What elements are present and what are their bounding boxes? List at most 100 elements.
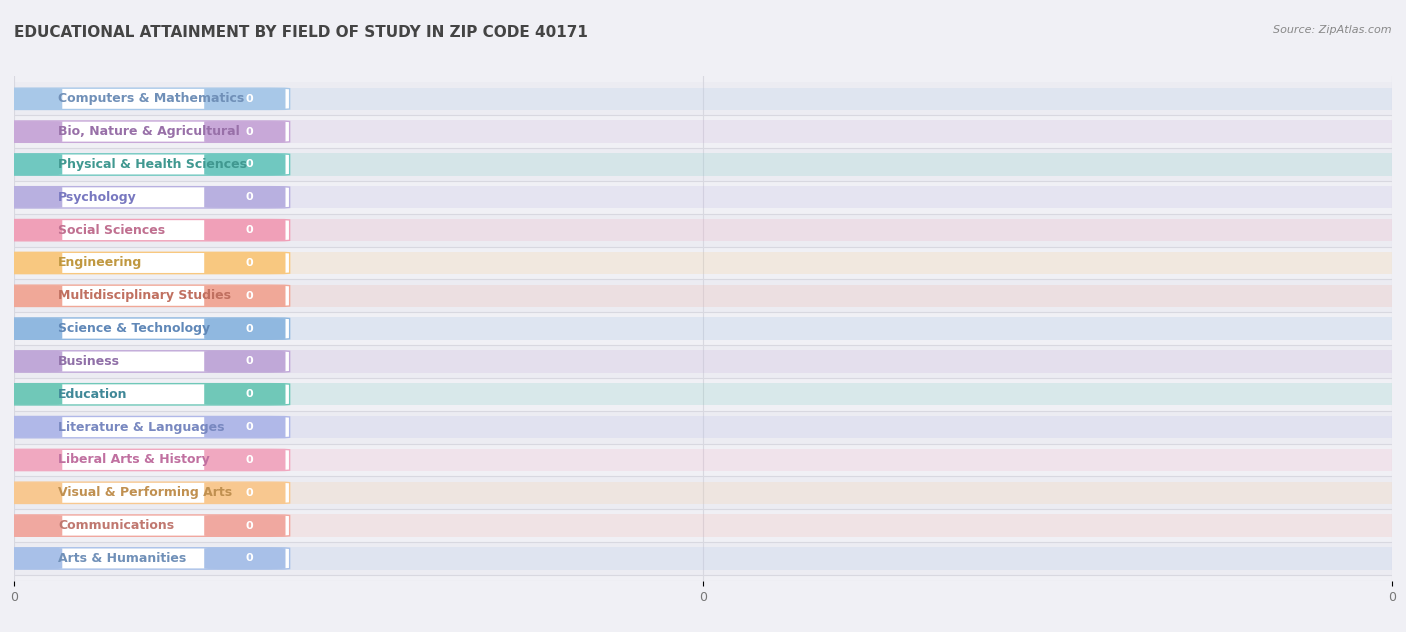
FancyBboxPatch shape xyxy=(204,351,285,372)
Text: 0: 0 xyxy=(245,94,253,104)
Text: 0: 0 xyxy=(245,324,253,334)
FancyBboxPatch shape xyxy=(4,219,62,241)
Bar xyxy=(14,284,1392,307)
FancyBboxPatch shape xyxy=(0,482,290,504)
FancyBboxPatch shape xyxy=(4,121,62,142)
Bar xyxy=(14,482,1392,504)
FancyBboxPatch shape xyxy=(4,548,62,569)
Bar xyxy=(14,279,1392,312)
Text: Psychology: Psychology xyxy=(58,191,136,204)
Text: Bio, Nature & Agricultural: Bio, Nature & Agricultural xyxy=(58,125,240,138)
Bar xyxy=(14,509,1392,542)
Text: 0: 0 xyxy=(245,554,253,564)
FancyBboxPatch shape xyxy=(0,384,290,405)
Bar xyxy=(14,449,1392,471)
FancyBboxPatch shape xyxy=(4,384,62,405)
Text: 0: 0 xyxy=(245,126,253,137)
Bar xyxy=(14,186,1392,209)
Bar xyxy=(14,88,1392,110)
Bar xyxy=(14,350,1392,373)
FancyBboxPatch shape xyxy=(4,416,62,438)
FancyBboxPatch shape xyxy=(0,548,290,569)
FancyBboxPatch shape xyxy=(4,482,62,503)
Text: Arts & Humanities: Arts & Humanities xyxy=(58,552,187,565)
FancyBboxPatch shape xyxy=(0,88,290,109)
FancyBboxPatch shape xyxy=(4,318,62,339)
Bar xyxy=(14,542,1392,575)
FancyBboxPatch shape xyxy=(4,252,62,274)
FancyBboxPatch shape xyxy=(4,88,62,109)
FancyBboxPatch shape xyxy=(204,219,285,241)
Text: 0: 0 xyxy=(245,159,253,169)
Bar xyxy=(14,317,1392,340)
Text: 0: 0 xyxy=(245,192,253,202)
FancyBboxPatch shape xyxy=(0,449,290,471)
Text: Science & Technology: Science & Technology xyxy=(58,322,211,335)
FancyBboxPatch shape xyxy=(204,154,285,175)
FancyBboxPatch shape xyxy=(0,219,290,241)
FancyBboxPatch shape xyxy=(0,515,290,537)
FancyBboxPatch shape xyxy=(4,449,62,471)
Text: 0: 0 xyxy=(245,258,253,268)
Text: 0: 0 xyxy=(245,291,253,301)
FancyBboxPatch shape xyxy=(4,186,62,208)
FancyBboxPatch shape xyxy=(204,88,285,109)
Text: Literature & Languages: Literature & Languages xyxy=(58,421,225,434)
Text: EDUCATIONAL ATTAINMENT BY FIELD OF STUDY IN ZIP CODE 40171: EDUCATIONAL ATTAINMENT BY FIELD OF STUDY… xyxy=(14,25,588,40)
Text: 0: 0 xyxy=(245,356,253,367)
FancyBboxPatch shape xyxy=(204,384,285,405)
Text: Social Sciences: Social Sciences xyxy=(58,224,166,236)
Bar xyxy=(14,312,1392,345)
Bar xyxy=(14,547,1392,569)
FancyBboxPatch shape xyxy=(204,416,285,438)
Bar xyxy=(14,181,1392,214)
Text: 0: 0 xyxy=(245,521,253,531)
Text: Business: Business xyxy=(58,355,120,368)
Text: Computers & Mathematics: Computers & Mathematics xyxy=(58,92,245,106)
Bar xyxy=(14,416,1392,439)
FancyBboxPatch shape xyxy=(0,416,290,438)
FancyBboxPatch shape xyxy=(0,154,290,175)
Bar xyxy=(14,82,1392,115)
FancyBboxPatch shape xyxy=(204,548,285,569)
FancyBboxPatch shape xyxy=(4,515,62,536)
FancyBboxPatch shape xyxy=(204,186,285,208)
FancyBboxPatch shape xyxy=(4,154,62,175)
Bar xyxy=(14,411,1392,444)
FancyBboxPatch shape xyxy=(204,252,285,274)
Bar xyxy=(14,378,1392,411)
FancyBboxPatch shape xyxy=(0,186,290,208)
Bar xyxy=(14,154,1392,176)
FancyBboxPatch shape xyxy=(204,449,285,471)
Bar xyxy=(14,214,1392,246)
Bar xyxy=(14,148,1392,181)
Text: 0: 0 xyxy=(245,422,253,432)
FancyBboxPatch shape xyxy=(204,482,285,503)
Bar xyxy=(14,121,1392,143)
Bar xyxy=(14,444,1392,477)
Text: Visual & Performing Arts: Visual & Performing Arts xyxy=(58,486,232,499)
Text: 0: 0 xyxy=(245,389,253,399)
Bar xyxy=(14,477,1392,509)
Text: Communications: Communications xyxy=(58,519,174,532)
Bar xyxy=(14,345,1392,378)
Text: 0: 0 xyxy=(245,488,253,498)
Text: Physical & Health Sciences: Physical & Health Sciences xyxy=(58,158,247,171)
FancyBboxPatch shape xyxy=(0,252,290,274)
FancyBboxPatch shape xyxy=(4,351,62,372)
FancyBboxPatch shape xyxy=(0,285,290,307)
FancyBboxPatch shape xyxy=(204,515,285,536)
Bar xyxy=(14,219,1392,241)
FancyBboxPatch shape xyxy=(204,121,285,142)
Text: Multidisciplinary Studies: Multidisciplinary Studies xyxy=(58,289,231,302)
Text: 0: 0 xyxy=(245,225,253,235)
Text: Engineering: Engineering xyxy=(58,257,142,269)
Bar xyxy=(14,115,1392,148)
Bar xyxy=(14,252,1392,274)
Text: 0: 0 xyxy=(245,455,253,465)
Text: Education: Education xyxy=(58,388,128,401)
Text: Source: ZipAtlas.com: Source: ZipAtlas.com xyxy=(1274,25,1392,35)
FancyBboxPatch shape xyxy=(0,318,290,339)
FancyBboxPatch shape xyxy=(204,318,285,339)
Bar xyxy=(14,383,1392,406)
